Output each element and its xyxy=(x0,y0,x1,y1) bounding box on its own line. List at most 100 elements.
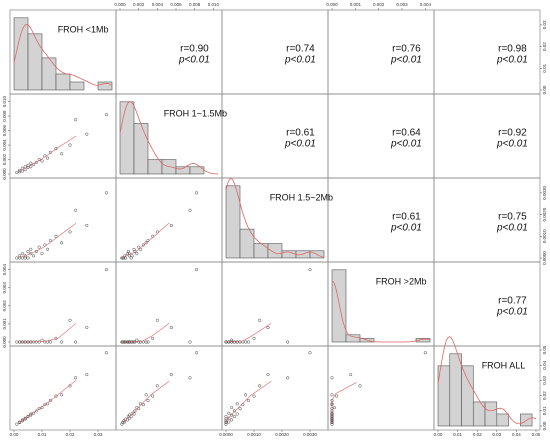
scatter-point xyxy=(29,413,33,417)
correlation-p: p<0.01 xyxy=(284,54,316,65)
scatter-point xyxy=(32,254,36,258)
panel-border xyxy=(433,345,541,431)
scatter-point xyxy=(104,351,108,355)
scatter-point xyxy=(330,422,334,426)
panel-border xyxy=(115,177,223,263)
x-tick-label: 0.004 xyxy=(420,2,432,7)
scatter-point xyxy=(85,223,89,227)
histogram-bar xyxy=(520,413,533,427)
scatter-point xyxy=(151,336,155,340)
correlation-p: p<0.01 xyxy=(390,54,422,65)
scatter-point xyxy=(423,351,427,355)
smooth-line xyxy=(19,223,77,258)
scatter-point xyxy=(308,351,312,355)
variable-name: FROH 1~1.5Mb xyxy=(164,109,227,119)
histogram-bar xyxy=(472,401,486,427)
scatter-point xyxy=(48,398,52,403)
scatter-point xyxy=(169,373,173,377)
x-tick-label: 0.00 xyxy=(10,432,19,437)
histogram-bar xyxy=(461,365,474,427)
scatter-point xyxy=(85,132,89,136)
scatter-point xyxy=(230,338,234,342)
smooth-line xyxy=(123,222,170,258)
scatter-point xyxy=(74,118,78,122)
scatter-point xyxy=(29,165,33,169)
scatter-point xyxy=(151,394,155,398)
scatter-point xyxy=(104,191,108,195)
x-tick-label: 0.001 xyxy=(350,2,362,7)
scatter-point xyxy=(244,340,248,344)
scatter-point xyxy=(252,336,256,340)
scatter-point xyxy=(15,171,19,175)
scatter-point xyxy=(122,256,126,260)
scatter-point xyxy=(266,325,270,330)
scatter-point xyxy=(20,419,24,423)
histogram-bar xyxy=(147,159,163,175)
y-tick-label: 0.03 xyxy=(542,20,547,29)
scatter-point xyxy=(37,340,41,344)
density-curve xyxy=(119,100,219,175)
panel-border xyxy=(9,261,117,347)
scatter-point xyxy=(37,245,41,249)
x-tick-label: 0.00 xyxy=(434,432,443,437)
x-tick-label: 0.008 xyxy=(189,2,201,7)
scatter-point xyxy=(18,254,22,258)
x-tick-label: 0.02 xyxy=(473,432,482,437)
scatter-point xyxy=(48,239,52,243)
scatter-point xyxy=(20,252,24,256)
histogram-bar xyxy=(55,73,71,91)
correlation-p: p<0.01 xyxy=(496,222,528,233)
panel-border xyxy=(221,261,329,347)
scatter-point xyxy=(29,252,33,256)
scatter-point xyxy=(60,393,64,397)
x-tick-label: 0.010 xyxy=(208,2,220,7)
y-tick-label: 0.00 xyxy=(542,421,547,430)
histogram-bar xyxy=(27,33,43,91)
correlation-p: p<0.01 xyxy=(390,222,422,233)
scatter-point xyxy=(155,384,159,388)
scatter-point xyxy=(141,243,145,247)
scatter-point xyxy=(332,406,336,410)
scatter-point xyxy=(194,191,199,195)
scatter-point xyxy=(235,402,239,406)
density-curve xyxy=(331,280,431,343)
scatter-point xyxy=(15,256,19,260)
x-tick-label: 0.0000 xyxy=(219,432,233,437)
scatter-point xyxy=(34,160,38,164)
correlation-r: r=0.90 xyxy=(180,43,209,54)
smooth-line xyxy=(123,323,170,343)
scatter-point xyxy=(135,252,139,256)
scatter-point xyxy=(266,373,270,377)
scatter-point xyxy=(227,420,231,424)
scatter-point xyxy=(169,223,173,227)
scatter-point xyxy=(68,230,72,234)
scatter-point xyxy=(224,415,228,419)
scatter-point xyxy=(85,373,89,377)
y-tick-label: 0.03 xyxy=(542,376,547,385)
correlation-p: p<0.01 xyxy=(390,138,422,149)
scatter-point xyxy=(74,340,78,344)
y-tick-label: 0.02 xyxy=(542,391,547,400)
scatter-point xyxy=(308,268,312,272)
scatter-point xyxy=(330,393,334,397)
x-tick-label: 0.02 xyxy=(66,432,75,437)
correlation-r: r=0.64 xyxy=(392,127,421,138)
scatter-point xyxy=(18,170,22,174)
scatter-point xyxy=(330,376,334,380)
scatter-point xyxy=(130,254,134,258)
scatter-point xyxy=(335,394,339,398)
scatter-point xyxy=(121,420,125,425)
scatter-point xyxy=(23,416,27,420)
panel-border xyxy=(115,261,223,347)
scatter-point xyxy=(232,409,236,413)
correlation-r: r=0.77 xyxy=(498,295,527,306)
x-tick-label: 0.05 xyxy=(532,432,541,437)
density-curve xyxy=(13,24,113,86)
correlation-p: p<0.01 xyxy=(496,138,528,149)
scatter-point xyxy=(230,406,234,410)
x-tick-label: 0.002 xyxy=(373,2,385,7)
scatter-point xyxy=(120,422,124,426)
correlation-r: r=0.61 xyxy=(286,127,315,138)
scatter-point xyxy=(54,234,58,238)
smooth-line xyxy=(123,381,170,423)
